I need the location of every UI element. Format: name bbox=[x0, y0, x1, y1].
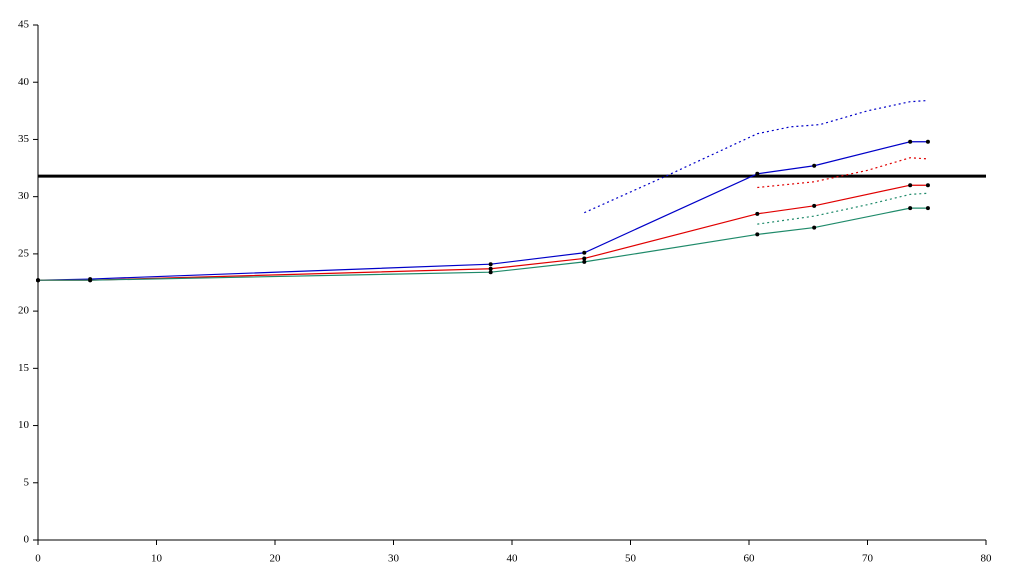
point bbox=[925, 139, 930, 144]
y-tick-label: 5 bbox=[24, 476, 30, 488]
series-line bbox=[757, 192, 928, 225]
y-tick-label: 20 bbox=[18, 305, 30, 317]
point bbox=[582, 250, 587, 255]
y-tick-label: 15 bbox=[18, 362, 30, 374]
point bbox=[488, 262, 493, 267]
y-tick-label: 0 bbox=[24, 534, 30, 546]
point bbox=[908, 139, 913, 144]
series-line bbox=[584, 99, 928, 214]
point bbox=[755, 232, 760, 237]
y-tick-label: 35 bbox=[18, 133, 30, 145]
x-tick-label: 0 bbox=[35, 553, 41, 565]
point bbox=[582, 259, 587, 264]
series-line bbox=[38, 184, 928, 281]
x-tick-label: 10 bbox=[151, 553, 163, 565]
point bbox=[925, 183, 930, 188]
point bbox=[582, 256, 587, 261]
y-tick-label: 25 bbox=[18, 247, 30, 259]
x-tick-label: 70 bbox=[862, 553, 874, 565]
point bbox=[908, 206, 913, 211]
point bbox=[488, 270, 493, 275]
point bbox=[812, 203, 817, 208]
x-tick-label: 40 bbox=[507, 553, 519, 565]
series-line bbox=[38, 207, 928, 281]
x-tick-label: 60 bbox=[744, 553, 756, 565]
point bbox=[88, 278, 93, 283]
x-tick-label: 20 bbox=[270, 553, 282, 565]
y-tick-label: 10 bbox=[18, 419, 30, 431]
point bbox=[812, 163, 817, 168]
point bbox=[812, 225, 817, 230]
y-tick-label: 45 bbox=[18, 19, 30, 31]
series-line bbox=[757, 157, 928, 189]
y-tick-label: 30 bbox=[18, 190, 30, 202]
series-line bbox=[37, 141, 928, 281]
point bbox=[36, 278, 40, 283]
x-tick-label: 50 bbox=[625, 553, 637, 565]
y-tick-label: 40 bbox=[18, 76, 30, 88]
point bbox=[755, 211, 760, 216]
point bbox=[488, 266, 493, 271]
point bbox=[755, 171, 760, 176]
x-tick-label: 30 bbox=[388, 553, 400, 565]
x-tick-label: 80 bbox=[981, 553, 993, 565]
point bbox=[925, 206, 930, 211]
point bbox=[908, 183, 913, 188]
